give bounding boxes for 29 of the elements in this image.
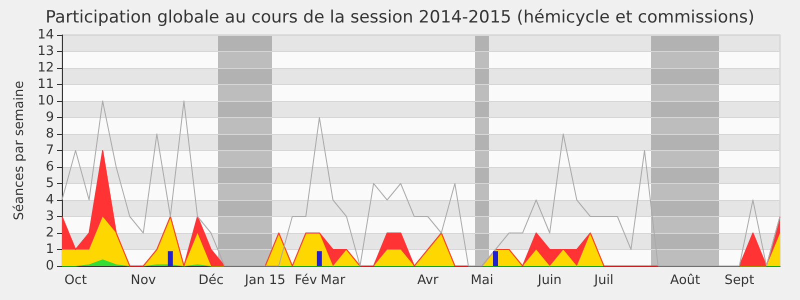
y-tick-label: 2: [46, 226, 54, 240]
y-tick-label: 8: [46, 126, 54, 142]
x-tick-label: Nov: [130, 273, 156, 288]
x-tick-label: Jan 15: [244, 273, 286, 288]
y-tick-label: 3: [46, 209, 54, 224]
y-tick-label: 12: [37, 60, 54, 76]
chart-title: Participation globale au cours de la session 2014-2015 (hémicycle et commissions): [46, 8, 754, 28]
x-tick-label: Déc: [198, 273, 224, 288]
y-tick-label: 9: [46, 110, 54, 125]
y-tick-label: 11: [37, 77, 54, 92]
y-tick-label: 5: [46, 176, 54, 191]
x-tick-label: Fév: [294, 273, 318, 288]
y-tick-label: 0: [46, 258, 54, 274]
x-tick-label: Juin: [536, 273, 562, 288]
y-tick-label: 10: [37, 94, 54, 108]
y-tick-label: 7: [46, 143, 54, 158]
x-tick-label: Mai: [470, 273, 494, 288]
y-tick-label: 6: [46, 160, 54, 174]
y-tick-label: 13: [37, 44, 54, 59]
x-tick-label: Avr: [417, 273, 440, 288]
x-tick-label: Mar: [320, 273, 346, 288]
y-axis-title: Séances par semaine: [12, 80, 27, 220]
y-tick-label: 1: [46, 242, 54, 257]
y-tick-label: 14: [37, 28, 54, 42]
x-tick-label: Août: [670, 273, 700, 288]
y-tick-label: 4: [46, 192, 54, 208]
x-tick-label: Juil: [593, 273, 614, 288]
x-tick-label: Sept: [724, 273, 754, 288]
x-tick-label: Oct: [64, 273, 87, 288]
